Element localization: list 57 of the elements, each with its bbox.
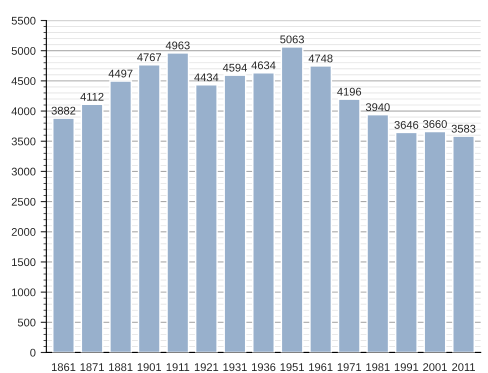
y-tick-label: 2500	[12, 198, 36, 206]
data-label: 3646	[394, 120, 418, 129]
y-tick-label: 5000	[12, 46, 36, 55]
data-label: 4434	[194, 73, 218, 82]
y-tick-label: 5500	[12, 16, 36, 25]
x-tick-label: 1861	[52, 363, 76, 372]
bar	[224, 74, 246, 352]
bar	[280, 46, 304, 352]
bar	[366, 114, 390, 352]
y-tick-label: 2000	[12, 228, 36, 236]
bar	[109, 80, 132, 352]
data-label: 3583	[452, 124, 476, 133]
bar	[452, 136, 475, 352]
bar	[252, 72, 275, 352]
x-tick-label: 1881	[109, 363, 132, 372]
x-tick-label: 1971	[338, 363, 362, 372]
data-label: 5063	[280, 35, 304, 44]
y-tick-label: 4500	[11, 77, 36, 86]
y-tick-label: 3000	[12, 168, 36, 176]
y-tick-label: 500	[18, 318, 36, 326]
y-tick-label: 4000	[11, 107, 36, 116]
data-label: 4767	[137, 53, 162, 62]
x-tick-label: 1901	[138, 363, 162, 372]
y-tick-label: 0	[30, 348, 36, 357]
bar	[394, 132, 418, 352]
x-tick-label: 1931	[223, 363, 247, 372]
data-label: 4594	[222, 64, 247, 72]
bar	[80, 104, 104, 352]
bar	[309, 65, 332, 352]
x-tick-label: 2011	[452, 363, 475, 372]
x-tick-label: 1871	[80, 363, 104, 372]
bar	[166, 52, 190, 352]
data-label: 4748	[308, 54, 333, 62]
bar	[424, 130, 446, 352]
x-tick-label: 1921	[194, 363, 218, 372]
data-label: 4634	[251, 61, 276, 70]
x-tick-label: 1961	[309, 363, 332, 372]
bar	[52, 117, 75, 352]
y-tick-label: 3500	[12, 138, 36, 146]
y-tick-label: 1000	[12, 288, 36, 296]
x-tick-label: 1981	[366, 363, 390, 372]
data-label: 3882	[52, 106, 76, 115]
data-label: 4196	[337, 88, 362, 96]
data-label: 3940	[366, 103, 390, 112]
data-label: 3660	[423, 120, 447, 128]
data-label: 4963	[166, 41, 190, 50]
x-tick-label: 2001	[423, 363, 447, 372]
x-tick-label: 1951	[280, 363, 304, 372]
bar	[338, 98, 361, 352]
x-tick-label: 1911	[166, 363, 190, 372]
bar	[138, 64, 161, 352]
y-tick-label: 1500	[12, 258, 36, 266]
bar	[194, 84, 218, 352]
x-tick-label: 1991	[394, 363, 418, 372]
data-label: 4112	[80, 92, 104, 101]
data-label: 4497	[108, 70, 132, 78]
x-tick-label: 1936	[252, 363, 276, 372]
